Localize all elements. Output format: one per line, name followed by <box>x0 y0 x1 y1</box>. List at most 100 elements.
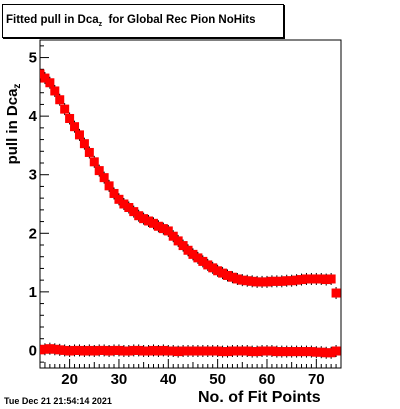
data-point <box>104 181 114 191</box>
data-point <box>301 274 311 284</box>
title-box: Fitted pull in Dcaz for Global Rec Pion … <box>2 4 284 38</box>
data-point <box>223 270 233 280</box>
data-point <box>89 346 99 356</box>
data-point <box>292 347 302 357</box>
data-point <box>144 216 154 226</box>
chart-title: Fitted pull in Dcaz for Global Rec Pion … <box>6 14 256 28</box>
data-point <box>183 346 193 356</box>
data-point <box>297 347 307 357</box>
x-axis-label: No. of Fit Points <box>198 389 321 406</box>
data-point <box>178 241 188 251</box>
data-point <box>331 346 341 356</box>
data-point <box>316 274 326 284</box>
data-point <box>306 274 316 284</box>
data-point <box>326 348 336 358</box>
data-point <box>148 345 158 355</box>
data-point <box>104 346 114 356</box>
data-point <box>50 86 60 96</box>
data-point <box>89 157 99 167</box>
data-point <box>84 345 94 355</box>
data-point <box>247 276 257 286</box>
data-point <box>178 346 188 356</box>
y-axis-label: pull in Dcaz <box>4 83 23 165</box>
data-point <box>267 276 277 286</box>
data-point <box>292 275 302 285</box>
data-point <box>94 166 104 176</box>
data-point <box>203 260 213 270</box>
data-point <box>84 147 94 157</box>
data-point <box>65 346 75 356</box>
y-tick-label: 3 <box>29 167 37 184</box>
data-point <box>287 276 297 286</box>
data-point <box>60 104 70 114</box>
data-point <box>168 346 178 356</box>
y-tick-label: 1 <box>29 284 37 301</box>
footer-timestamp: Tue Dec 21 21:54:14 2021 <box>4 396 112 406</box>
data-point <box>188 346 198 356</box>
data-point <box>252 277 262 287</box>
data-point <box>144 346 154 356</box>
data-point <box>287 347 297 357</box>
data-point <box>50 344 60 354</box>
data-point <box>213 266 223 276</box>
data-point <box>79 346 89 356</box>
data-point <box>272 276 282 286</box>
data-point <box>203 346 213 356</box>
y-tick-label: 4 <box>29 108 38 125</box>
data-point <box>153 346 163 356</box>
data-point <box>282 276 292 286</box>
data-point <box>331 288 341 298</box>
data-point <box>208 346 218 356</box>
data-point <box>301 347 311 357</box>
data-point <box>153 221 163 231</box>
data-point <box>277 347 287 357</box>
data-point <box>242 276 252 286</box>
data-point <box>311 274 321 284</box>
data-point <box>139 346 149 356</box>
data-point <box>321 275 331 285</box>
data-point <box>208 263 218 273</box>
x-tick-label: 60 <box>259 371 276 388</box>
data-point <box>94 345 104 355</box>
data-point <box>163 346 173 356</box>
y-axis-label-subscript: z <box>12 83 23 89</box>
data-point <box>306 347 316 357</box>
data-point <box>109 345 119 355</box>
plot-frame <box>39 39 342 369</box>
data-point <box>193 253 203 263</box>
data-point <box>124 203 134 213</box>
data-point <box>183 245 193 255</box>
data-point <box>232 346 242 356</box>
data-point <box>40 73 50 83</box>
data-point <box>79 139 89 149</box>
data-point <box>237 275 247 285</box>
data-point <box>163 226 173 236</box>
data-point <box>60 345 70 355</box>
y-tick-label: 5 <box>29 50 37 67</box>
data-point <box>99 345 109 355</box>
data-point <box>114 194 124 204</box>
data-point <box>70 122 80 132</box>
data-point <box>262 277 272 287</box>
data-point <box>257 346 267 356</box>
data-point <box>173 236 183 246</box>
data-point <box>119 199 129 209</box>
title-subscript: z <box>98 21 103 28</box>
data-point <box>134 345 144 355</box>
data-point <box>282 347 292 357</box>
data-point <box>129 345 139 355</box>
data-point <box>232 274 242 284</box>
x-tick-label: 30 <box>111 371 128 388</box>
data-point <box>124 346 134 356</box>
data-point <box>129 207 139 217</box>
data-point <box>99 173 109 183</box>
data-point <box>297 275 307 285</box>
data-point <box>198 256 208 266</box>
data-point <box>326 274 336 284</box>
data-point <box>242 346 252 356</box>
data-point <box>218 347 228 357</box>
data-point <box>188 249 198 259</box>
data-point <box>134 211 144 221</box>
